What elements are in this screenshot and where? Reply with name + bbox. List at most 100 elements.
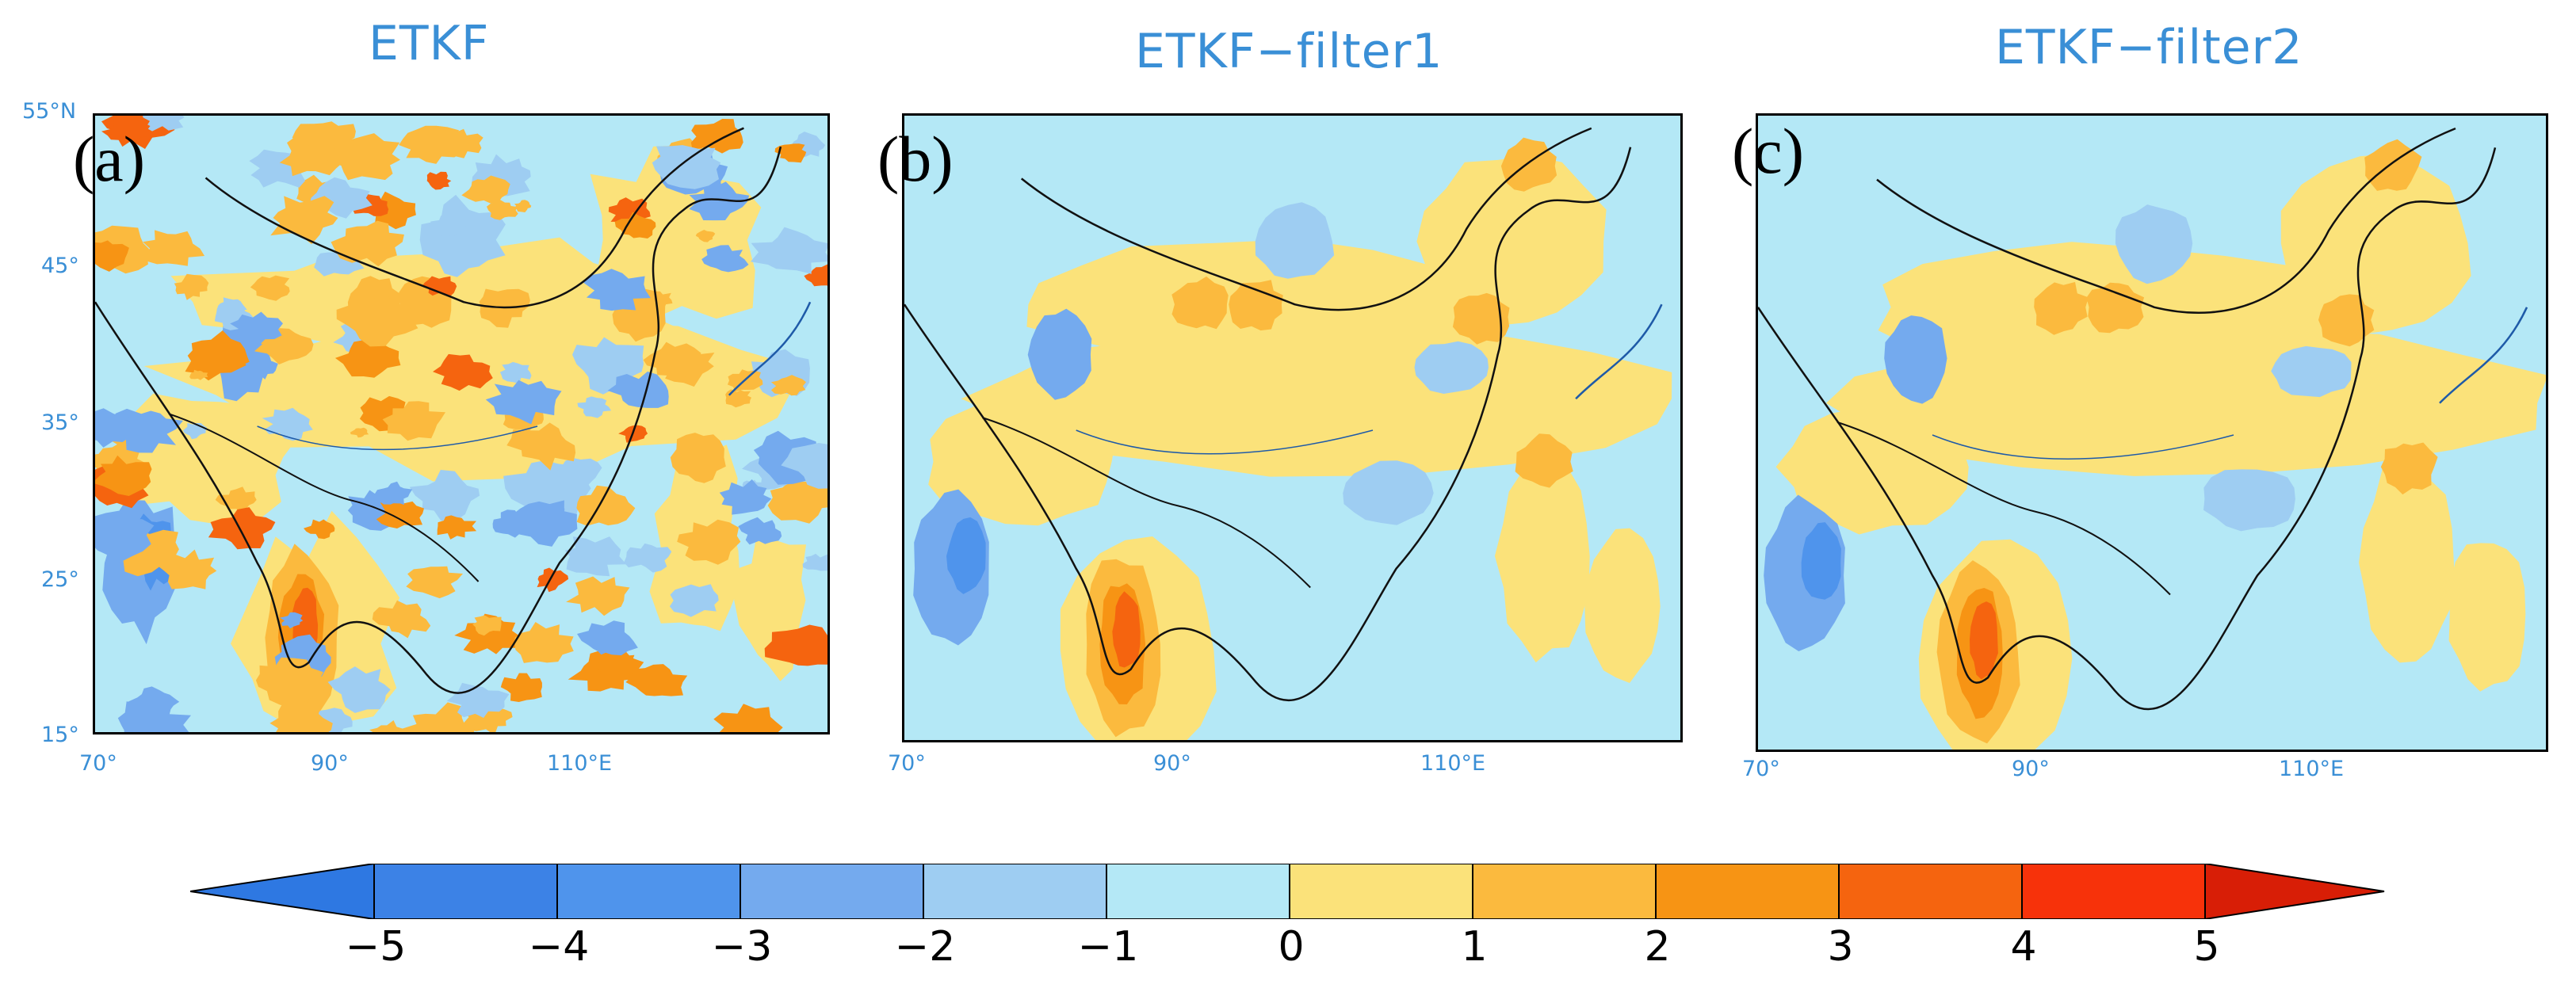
field-noise-cell [409,470,480,521]
panel-label-a: (a) [73,123,146,195]
field-noise-cell [95,455,152,496]
country-border [1876,127,2456,314]
colorbar-swatch [740,863,924,920]
field-noise-cell [101,117,151,147]
field-noise-cell [506,422,576,471]
field-contour-positive [670,433,726,483]
country-border [982,417,1311,589]
field-noise-cell [750,227,827,274]
field-noise-cell [215,486,257,514]
field-noise-cell [804,264,827,287]
field-noise-cell [500,673,542,702]
field-contour-positive [1112,591,1141,668]
field-noise-cell [376,501,424,528]
field-noise-cell [154,549,217,589]
field-noise-cell [514,622,574,663]
field-noise-cell [576,485,636,526]
field-contour-positive [1584,528,1661,683]
panel-label-b: (b) [877,123,954,195]
field-noise-cell [725,389,751,408]
colorbar [189,862,2386,921]
field-noise-cell [492,509,529,538]
field-noise-cell [441,128,483,158]
field-noise-cell [781,443,827,489]
field-noise-cell [690,119,743,154]
field-noise-cell [487,199,518,220]
country-border [1836,421,2171,596]
field-noise-cell [643,341,701,378]
field-noise-cell [514,200,532,212]
lat-tick-35: 35° [41,410,79,435]
colorbar-swatch [1106,863,1290,920]
field-contour-positive [2380,442,2438,495]
field-contour-negative [1343,460,1434,525]
panel-title-a: ETKF [369,16,490,71]
field-noise-cell [189,369,208,380]
colorbar-arrow-left [189,862,375,921]
field-noise-cell [472,615,502,636]
field-noise-cell [738,517,782,545]
field-noise-cell [95,510,155,563]
field-noise-cell [566,576,630,616]
field-noise-cell [485,380,562,425]
field-noise-cell [230,311,283,345]
field-noise-cell [802,553,827,571]
field-noise-cell [143,230,204,266]
field-contour-positive [2280,153,2471,335]
field-noise-cell [426,171,452,190]
colorbar-swatch [556,863,741,920]
colorbar-swatch [2021,863,2206,920]
field-noise-cell [95,408,139,448]
field-noise-cell [422,276,457,296]
field-noise-cell [689,181,750,221]
field-noise-cell [128,686,180,720]
field-noise-cell [644,290,673,311]
colorbar-label-m1: −1 [1077,923,1139,971]
field-noise-cell [461,175,510,204]
field-noise-cell [326,133,400,181]
field-noise-cell [624,543,672,573]
field-contour-negative [1884,315,1947,404]
field-noise-cell [208,507,276,550]
field-noise-cell [508,500,578,547]
field-noise-cell [614,212,656,238]
field-contour-negative [1414,341,1489,394]
field-contour-negative [2203,469,2295,532]
field-noise-cell [95,240,129,272]
field-noise-cell [372,600,431,639]
field-noise-cell [327,666,391,713]
field-noise-cell [433,353,493,391]
country-border [204,127,744,309]
field-noise-cell [350,427,369,438]
colorbar-label-m5: −5 [345,923,407,971]
field-contour-positive [2448,543,2526,692]
lat-tick-15: 15° [41,723,79,747]
field-noise-cell [437,515,477,540]
lon-tick-90-a: 90° [311,751,349,776]
field-noise-cell [625,664,688,696]
country-border [1020,127,1592,311]
colorbar-swatch [1655,863,1840,920]
lon-tick-90-c: 90° [2012,757,2050,781]
field-noise-cell [767,475,827,524]
field-noise-cell [669,584,719,617]
field-noise-cell [280,612,304,629]
field-noise-cell [583,269,651,311]
field-contour-negative [1027,308,1092,400]
field-noise-cell [577,396,611,418]
lon-tick-70-a: 70° [79,751,117,776]
field-noise-cell [719,479,772,515]
island-coastline [1575,303,1663,400]
colorbar-arrow-right [2204,862,2385,921]
field-noise-cell [713,704,783,732]
colorbar-label-m3: −3 [711,923,773,971]
field-contour-positive [2034,281,2089,335]
field-contour-negative [1801,522,1841,600]
field-noise-cell [269,698,333,732]
field-map-c [1758,116,2546,750]
field-noise-cell [382,401,445,441]
colorbar-label-4: 4 [2010,923,2037,971]
field-noise-cell [537,567,569,593]
field-contour-positive [2086,282,2145,334]
country-border [168,413,480,582]
